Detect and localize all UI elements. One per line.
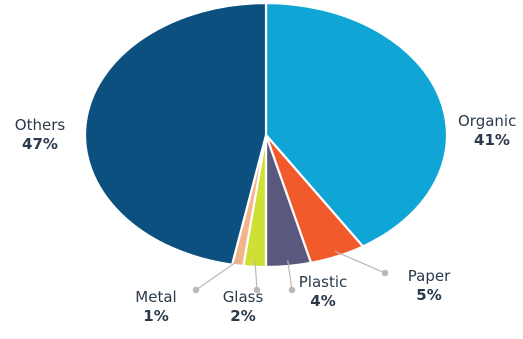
label-others-percent: 47% (22, 135, 58, 153)
pie-slice-others (83, 1, 268, 266)
label-glass-percent: 2% (230, 307, 255, 325)
label-paper-name: Paper (408, 267, 451, 285)
label-organic-percent: 41% (474, 131, 510, 149)
leader-line-glass (254, 261, 258, 291)
label-glass-name: Glass (223, 288, 264, 306)
leader-line-metal (195, 259, 240, 291)
leader-line-paper (334, 250, 386, 274)
label-plastic-percent: 4% (310, 292, 335, 310)
leader-dot-glass (253, 286, 261, 294)
label-plastic-name: Plastic (299, 273, 348, 291)
leader-line-plastic (287, 260, 293, 291)
label-organic-name: Organic (458, 112, 516, 130)
pie-slices (83, 1, 449, 269)
label-metal-percent: 1% (143, 307, 168, 325)
leader-dot-paper (381, 269, 389, 277)
leader-dot-metal (192, 286, 200, 294)
leader-lines (192, 250, 389, 294)
label-metal-name: Metal (135, 288, 176, 306)
label-paper-percent: 5% (416, 286, 441, 304)
label-others-name: Others (15, 116, 66, 134)
leader-dot-plastic (288, 286, 296, 294)
